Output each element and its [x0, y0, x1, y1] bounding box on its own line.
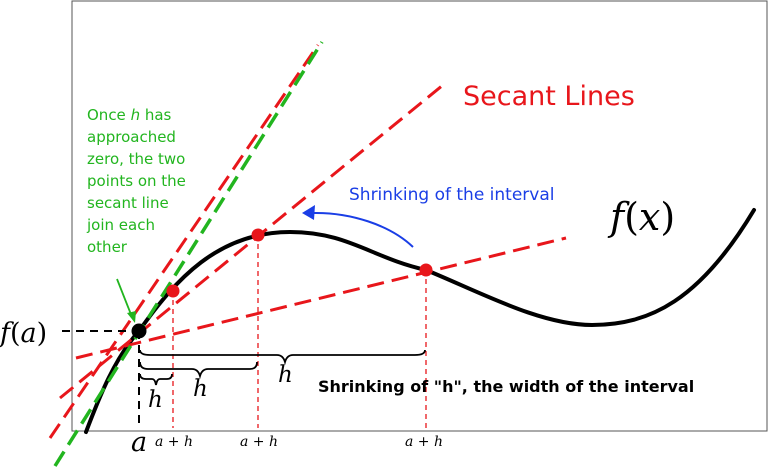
point-a [131, 323, 147, 339]
plot-frame [71, 0, 768, 432]
svg-text:approached: approached [87, 128, 176, 146]
brace-h-large [139, 349, 426, 366]
tick-a-plus-h-1: a + h [155, 434, 193, 450]
svg-text:join each: join each [86, 216, 155, 234]
annotation-arrowhead [127, 311, 136, 323]
svg-text:other: other [87, 238, 128, 256]
brace-h-medium-label: h [193, 376, 208, 402]
svg-text:Once h has: Once h has [87, 106, 172, 124]
fa-label: f(a) [0, 318, 47, 349]
shrinking-arrow [311, 211, 414, 248]
tick-a-plus-h-3: a + h [405, 434, 443, 450]
secant-lines-label: Secant Lines [463, 81, 635, 112]
point-a-plus-h-2 [251, 228, 265, 242]
svg-text:points on the: points on the [87, 172, 186, 190]
shrinking-h-label: Shrinking of "h", the width of the inter… [318, 377, 694, 396]
tangent-line [53, 41, 324, 467]
fx-label: f(x) [607, 195, 675, 239]
brace-h-large-label: h [278, 362, 293, 388]
shrinking-arrowhead [302, 205, 315, 220]
point-a-plus-h-3 [419, 263, 433, 277]
brace-h-small-label: h [148, 387, 163, 413]
secant-line-long [75, 236, 567, 360]
axis-a-label: a [131, 427, 147, 458]
tick-a-plus-h-2: a + h [240, 434, 278, 450]
brace-h-medium [139, 361, 258, 380]
once-h-annotation: Once h has approached zero, the two poin… [86, 106, 186, 256]
svg-text:zero, the two: zero, the two [87, 150, 185, 168]
shrinking-interval-label: Shrinking of the interval [349, 185, 555, 205]
point-a-plus-h-1 [166, 284, 180, 298]
svg-text:secant line: secant line [87, 194, 169, 212]
secant-line-medium [59, 83, 444, 400]
function-curve [84, 208, 756, 434]
annotation-arrow-line [116, 278, 133, 318]
secant-line-short [48, 44, 320, 439]
brace-h-small [139, 373, 173, 386]
